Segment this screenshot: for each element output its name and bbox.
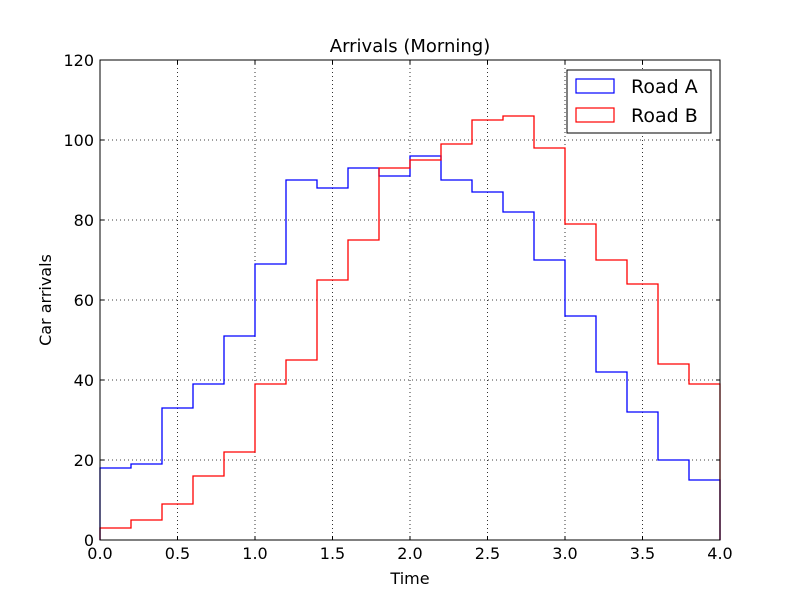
x-tick-label: 1.0 [242, 544, 267, 563]
x-tick-label: 4.0 [707, 544, 732, 563]
legend-swatch-road-a [575, 78, 615, 94]
series-line-road-b [99, 115, 721, 540]
legend-label-road-a: Road A [631, 76, 698, 98]
legend: Road A Road B [566, 69, 712, 134]
y-tick-label: 120 [63, 51, 94, 70]
y-tick-label: 100 [63, 131, 94, 150]
series-lines [99, 115, 721, 540]
x-tick-label: 3.0 [552, 544, 577, 563]
x-tick-label: 0.5 [165, 544, 190, 563]
x-tick-labels: 0.0 0.5 1.0 1.5 2.0 2.5 3.0 3.5 4.0 [87, 544, 732, 563]
y-tick-labels: 0 20 40 60 80 100 120 [63, 51, 94, 550]
y-tick-label: 0 [84, 531, 94, 550]
legend-swatch-road-b [575, 107, 615, 123]
chart-title: Arrivals (Morning) [330, 36, 491, 57]
x-tick-label: 1.5 [320, 544, 345, 563]
x-tick-label: 3.5 [630, 544, 655, 563]
x-axis-label: Time [389, 569, 429, 588]
y-tick-label: 60 [74, 291, 94, 310]
x-tick-label: 0.0 [87, 544, 112, 563]
grid-lines [100, 60, 720, 540]
y-tick-label: 80 [74, 211, 94, 230]
y-tick-label: 40 [74, 371, 94, 390]
y-axis-label: Car arrivals [36, 254, 55, 346]
x-tick-label: 2.0 [397, 544, 422, 563]
axis-ticks [99, 59, 721, 541]
legend-label-road-b: Road B [631, 105, 698, 127]
x-tick-label: 2.5 [475, 544, 500, 563]
y-tick-label: 20 [74, 451, 94, 470]
